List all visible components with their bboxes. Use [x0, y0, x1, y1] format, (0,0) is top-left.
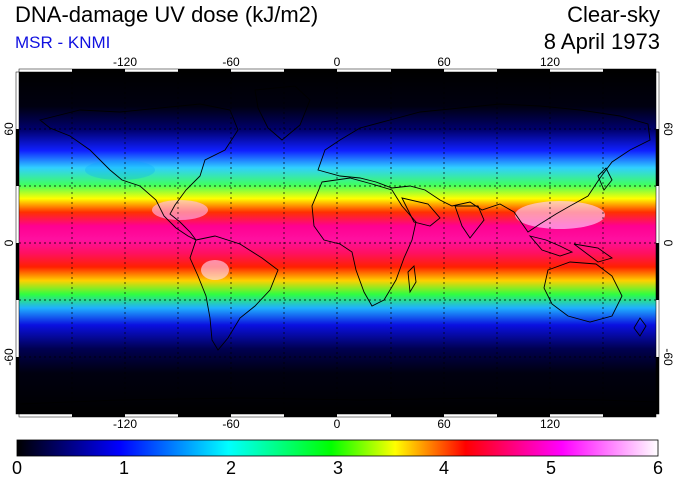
- lat-tick-label: -60: [2, 348, 16, 366]
- map-title: DNA-damage UV dose (kJ/m2): [15, 2, 319, 27]
- colorbar-label: 5: [545, 458, 557, 478]
- lon-tick-label: 60: [437, 417, 451, 431]
- date-label: 8 April 1973: [543, 29, 660, 54]
- cloud-swirl: [85, 160, 155, 180]
- uv-hotspot: [515, 201, 605, 229]
- lon-tick-label: 120: [540, 417, 560, 431]
- colorbar: [16, 439, 659, 457]
- lat-tick-label: 60: [661, 122, 675, 136]
- lon-tick-label: -120: [113, 417, 137, 431]
- lat-tick-label: 60: [2, 122, 16, 136]
- lon-tick-label: 0: [334, 417, 341, 431]
- colorbar-label: 1: [118, 458, 130, 478]
- lon-tick-label: 120: [540, 55, 560, 69]
- colorbar-label: 4: [438, 458, 450, 478]
- colorbar-label: 3: [332, 458, 344, 478]
- lat-tick-label: 0: [661, 240, 675, 247]
- colorbar-label: 2: [225, 458, 237, 478]
- source-label: MSR - KNMI: [15, 33, 111, 52]
- lon-tick-label: -60: [222, 417, 240, 431]
- lat-tick-label: -60: [661, 348, 675, 366]
- uv-hotspot: [201, 260, 229, 280]
- uv-hotspot: [152, 200, 208, 220]
- colorbar-label: 6: [652, 458, 664, 478]
- sky-condition-label: Clear-sky: [567, 2, 660, 27]
- lon-tick-label: -60: [222, 55, 240, 69]
- lon-tick-label: 60: [437, 55, 451, 69]
- graticule: [19, 72, 656, 414]
- colorbar-label: 0: [11, 458, 23, 478]
- lon-tick-label: 0: [334, 55, 341, 69]
- map-frame: [15, 68, 660, 418]
- lat-tick-label: 0: [2, 239, 16, 246]
- lon-tick-label: -120: [113, 55, 137, 69]
